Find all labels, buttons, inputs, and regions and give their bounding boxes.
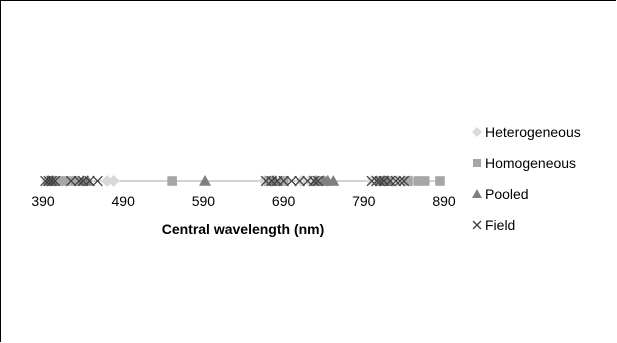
x-tick-label: 790 [352, 193, 376, 209]
x-tick-label: 890 [432, 193, 456, 209]
data-point [390, 175, 402, 187]
data-point [394, 175, 406, 187]
data-point [199, 175, 212, 186]
legend-item: Pooled [472, 186, 529, 202]
data-point [374, 175, 386, 187]
legend-label: Heterogeneous [485, 124, 581, 140]
data-point [312, 175, 324, 187]
series-field [40, 175, 410, 187]
data-point [413, 176, 424, 186]
data-point [73, 175, 85, 187]
x-tick-label: 590 [192, 193, 216, 209]
legend-label: Field [485, 217, 515, 233]
data-point [46, 175, 58, 187]
data-point [65, 175, 77, 187]
legend: Heterogeneous Homogeneous Pooled Field [472, 124, 581, 233]
data-point [327, 175, 340, 186]
x-tick-label: 490 [112, 193, 136, 209]
data-point [435, 176, 445, 186]
data-point [84, 175, 95, 187]
legend-marker [472, 220, 482, 230]
data-point [403, 176, 413, 186]
data-point [264, 176, 274, 186]
x-tick-label: 690 [272, 193, 296, 209]
data-point [70, 176, 80, 186]
legend-item: Heterogeneous [472, 124, 581, 140]
legend-item: Field [472, 217, 515, 233]
data-point [101, 175, 114, 187]
x-tick-labels: 390 490 590 690 790 890 [31, 193, 456, 209]
data-point [286, 175, 297, 187]
data-point [49, 175, 61, 187]
data-point [60, 176, 71, 186]
legend-label: Homogeneous [485, 155, 576, 171]
data-point [107, 175, 120, 187]
data-point [398, 175, 410, 187]
data-point [294, 175, 305, 187]
x-tick-label: 390 [31, 193, 55, 209]
data-point [278, 175, 289, 187]
legend-item: Homogeneous [473, 155, 576, 171]
data-point [366, 175, 378, 187]
data-point [308, 175, 320, 187]
legend-marker [472, 127, 482, 137]
data-point [381, 175, 394, 186]
series-pooled [42, 175, 394, 186]
legend-label: Pooled [485, 186, 529, 202]
legend-marker [473, 159, 481, 167]
data-point [167, 176, 177, 186]
chart-marks [40, 175, 445, 187]
data-point [52, 176, 63, 186]
legend-marker [472, 189, 482, 198]
data-point [92, 175, 103, 187]
x-axis-title: Central wavelength (nm) [162, 221, 325, 237]
data-point [419, 176, 430, 186]
